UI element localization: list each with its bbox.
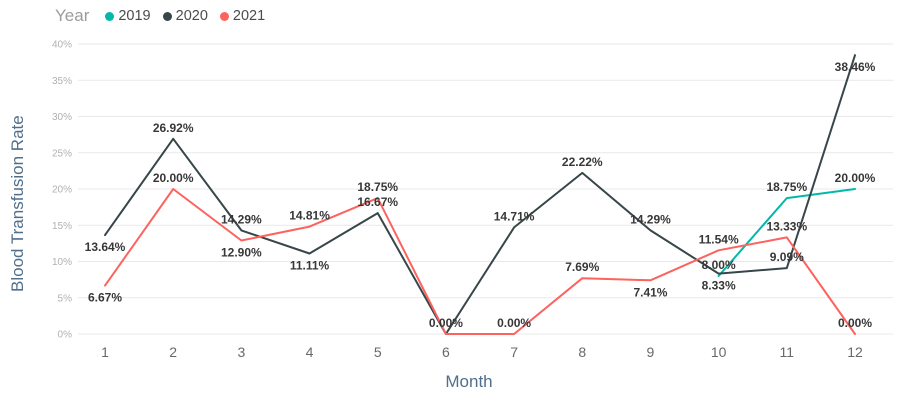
data-label-2021: 0.00%: [497, 316, 531, 330]
data-label-2021: 7.41%: [633, 285, 667, 299]
y-tick-label: 35%: [52, 76, 72, 87]
data-label-2021: 7.69%: [565, 260, 599, 274]
data-label-2021: 0.00%: [838, 316, 872, 330]
data-label-2020: 14.71%: [494, 209, 535, 223]
series-line-2021[interactable]: [104, 188, 856, 335]
legend: Year 2019 2020 2021: [55, 6, 277, 26]
data-label-2021: 12.90%: [221, 245, 262, 259]
data-label-2020: 38.46%: [835, 60, 876, 74]
data-label-2020: 16.67%: [357, 195, 398, 209]
legend-swatch-2021: [219, 11, 229, 21]
legend-swatch-2020: [162, 11, 172, 21]
legend-title: Year: [55, 6, 90, 25]
x-tick-label: 9: [647, 344, 655, 360]
data-label-2021: 14.81%: [289, 209, 330, 223]
x-tick-label: 7: [510, 344, 518, 360]
y-tick-label: 20%: [52, 185, 72, 196]
y-tick-label: 40%: [52, 40, 72, 51]
legend-item-2019[interactable]: 2019: [105, 8, 151, 24]
y-tick-label: 0%: [58, 330, 73, 341]
data-label-2020: 14.29%: [221, 212, 262, 226]
x-tick-label: 4: [306, 344, 314, 360]
y-tick-label: 25%: [52, 148, 72, 159]
x-tick-label: 2: [169, 344, 177, 360]
series-line-2020[interactable]: [104, 54, 856, 335]
x-tick-label: 12: [847, 344, 863, 360]
data-label-2020: 13.64%: [85, 240, 126, 254]
legend-label-2019: 2019: [118, 8, 151, 24]
data-label-2020: 9.09%: [770, 250, 804, 264]
legend-label-2020: 2020: [175, 8, 208, 24]
x-tick-label: 1: [101, 344, 109, 360]
data-label-2021: 18.75%: [357, 180, 398, 194]
x-tick-label: 3: [237, 344, 245, 360]
data-label-2019: 20.00%: [835, 171, 876, 185]
x-tick-label: 10: [711, 344, 727, 360]
data-label-2019: 8.00%: [702, 258, 736, 272]
legend-item-2021[interactable]: 2021: [219, 8, 266, 24]
data-label-2021: 11.54%: [699, 232, 739, 246]
data-label-2021: 20.00%: [153, 171, 194, 185]
data-label-2020: 8.33%: [702, 279, 736, 293]
series-line-2019[interactable]: [717, 188, 856, 277]
x-tick-label: 5: [374, 344, 382, 360]
legend-item-2020[interactable]: 2020: [162, 8, 208, 24]
y-tick-label: 30%: [52, 112, 72, 123]
data-label-2020: 11.11%: [290, 258, 330, 272]
legend-swatch-2019: [105, 11, 115, 21]
y-tick-label: 15%: [52, 221, 72, 232]
data-label-2021: 0.00%: [429, 316, 463, 330]
data-label-2020: 22.22%: [562, 155, 603, 169]
data-label-2019: 18.75%: [766, 180, 807, 194]
data-label-2020: 14.29%: [630, 212, 671, 226]
x-tick-label: 11: [780, 344, 795, 360]
x-tick-label: 6: [442, 344, 450, 360]
data-label-2021: 13.33%: [766, 219, 807, 233]
data-label-2021: 6.67%: [88, 291, 122, 305]
x-tick-label: 8: [578, 344, 586, 360]
x-axis-title: Month: [445, 372, 493, 391]
y-tick-label: 5%: [58, 293, 73, 304]
legend-label-2021: 2021: [232, 8, 266, 24]
data-label-2020: 26.92%: [153, 121, 194, 135]
y-axis-title: Blood Transfusion Rate: [8, 115, 27, 292]
y-tick-label: 10%: [52, 257, 72, 268]
